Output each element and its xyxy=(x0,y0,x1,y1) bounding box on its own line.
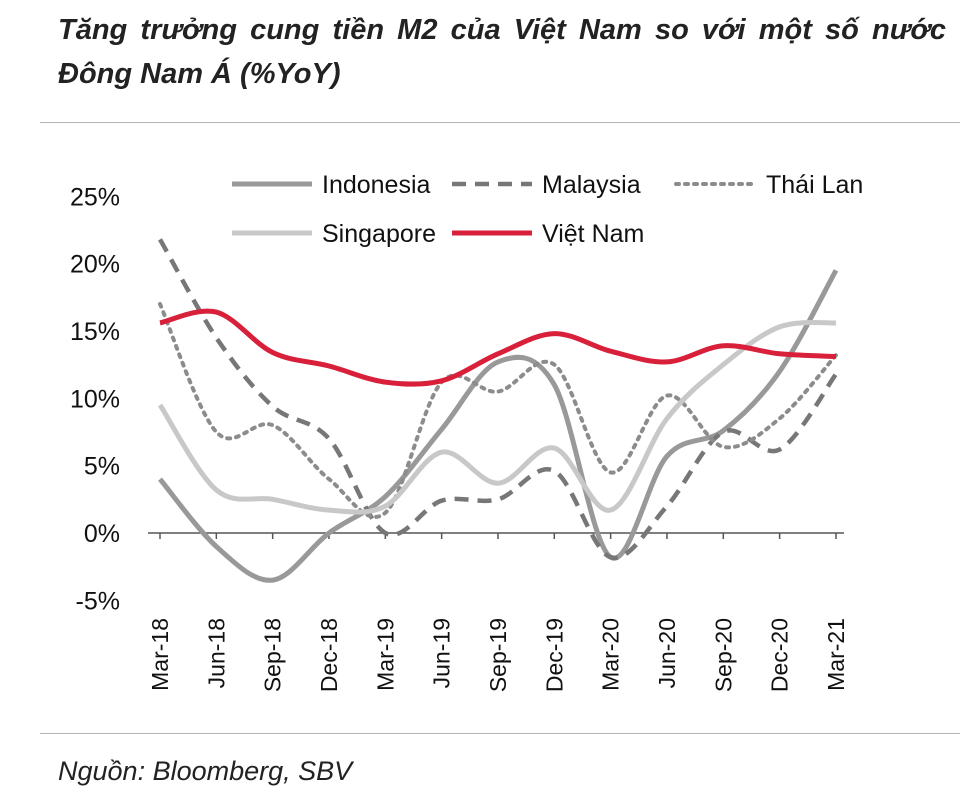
series-line-singapore xyxy=(157,320,837,515)
top-divider xyxy=(40,122,960,123)
bottom-divider xyxy=(40,733,960,734)
y-tick-label: 5% xyxy=(84,453,120,481)
y-tick-label: 20% xyxy=(70,251,120,279)
source-note: Nguồn: Bloomberg, SBV xyxy=(58,756,353,786)
axes: -5% 0% 5% 10% 15% 20% 25% Mar-18 Jun-18 Sep-18 Dec… xyxy=(70,183,849,692)
legend-label-indonesia: Indonesia xyxy=(322,171,431,199)
x-tick-label: Dec-20 xyxy=(767,618,793,692)
series-lines xyxy=(157,238,839,583)
x-tick-label: Sep-18 xyxy=(260,618,286,692)
x-tick-label: Jun-20 xyxy=(654,618,680,688)
x-tick-label: Mar-21 xyxy=(823,618,849,691)
series-line-indonesia xyxy=(158,269,839,583)
series-line-thai-lan xyxy=(158,302,838,519)
legend-label-singapore: Singapore xyxy=(322,220,436,248)
series-line-viet-nam xyxy=(159,308,837,387)
chart-title: Tăng trưởng cung tiền M2 của Việt Nam so… xyxy=(58,14,946,90)
legend-label-malaysia: Malaysia xyxy=(542,171,641,199)
y-tick-label: 0% xyxy=(84,520,120,548)
x-tick-label: Mar-20 xyxy=(598,618,624,691)
x-tick-label: Dec-19 xyxy=(541,618,567,692)
legend-label-thai-lan: Thái Lan xyxy=(766,171,863,199)
x-tick-label: Sep-19 xyxy=(485,618,511,692)
x-tick-label: Mar-18 xyxy=(147,618,173,691)
y-tick-label: -5% xyxy=(76,587,120,615)
y-tick-label: 10% xyxy=(70,385,120,413)
x-tick-label: Sep-20 xyxy=(710,618,736,692)
legend-label-viet-nam: Việt Nam xyxy=(542,220,644,248)
legend: Indonesia Malaysia Thái Lan Singapore Việt N… xyxy=(232,171,863,248)
x-tick-label: Dec-18 xyxy=(316,618,342,692)
x-tick-label: Mar-19 xyxy=(372,618,398,691)
y-tick-label: 25% xyxy=(70,183,120,211)
series-line-malaysia xyxy=(158,238,838,561)
x-tick-label: Jun-19 xyxy=(429,618,455,688)
y-tick-label: 15% xyxy=(70,318,120,346)
x-tick-label: Jun-18 xyxy=(203,618,229,688)
